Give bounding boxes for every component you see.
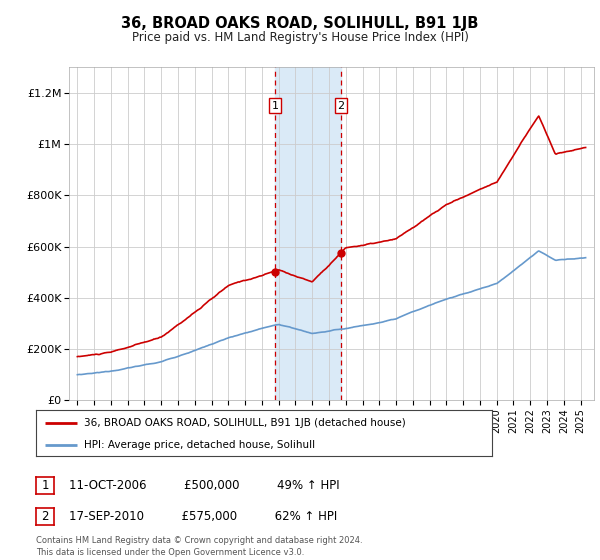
Text: 17-SEP-2010          £575,000          62% ↑ HPI: 17-SEP-2010 £575,000 62% ↑ HPI bbox=[69, 510, 337, 524]
Text: 2: 2 bbox=[337, 100, 344, 110]
Text: HPI: Average price, detached house, Solihull: HPI: Average price, detached house, Soli… bbox=[84, 440, 315, 450]
Text: 2: 2 bbox=[41, 510, 49, 524]
Text: Price paid vs. HM Land Registry's House Price Index (HPI): Price paid vs. HM Land Registry's House … bbox=[131, 31, 469, 44]
Bar bbox=[275, 67, 341, 400]
Text: 1: 1 bbox=[271, 100, 278, 110]
Text: 36, BROAD OAKS ROAD, SOLIHULL, B91 1JB (detached house): 36, BROAD OAKS ROAD, SOLIHULL, B91 1JB (… bbox=[84, 418, 406, 428]
Text: Contains HM Land Registry data © Crown copyright and database right 2024.
This d: Contains HM Land Registry data © Crown c… bbox=[36, 536, 362, 557]
Text: 36, BROAD OAKS ROAD, SOLIHULL, B91 1JB: 36, BROAD OAKS ROAD, SOLIHULL, B91 1JB bbox=[121, 16, 479, 31]
Text: 1: 1 bbox=[41, 479, 49, 492]
Text: 11-OCT-2006          £500,000          49% ↑ HPI: 11-OCT-2006 £500,000 49% ↑ HPI bbox=[69, 479, 340, 492]
